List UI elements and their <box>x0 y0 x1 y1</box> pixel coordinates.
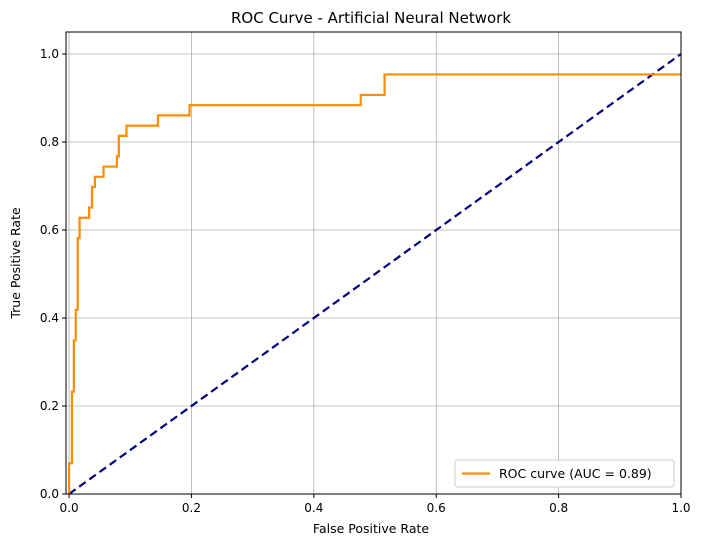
x-tick-label-3: 0.6 <box>427 501 446 515</box>
plot-area <box>66 32 681 494</box>
plot-frame <box>65 31 682 495</box>
legend: ROC curve (AUC = 0.89) <box>454 459 675 488</box>
y-tick-label-5: 1.0 <box>40 47 59 61</box>
roc-curve-line <box>67 73 681 494</box>
y-tick-label-2: 0.4 <box>40 311 59 325</box>
y-axis-ticks: 0.0 0.2 0.4 0.6 0.8 1.0 <box>40 47 66 501</box>
y-axis-label: True Positive Rate <box>8 207 23 320</box>
y-tick-label-4: 0.8 <box>40 135 59 149</box>
x-axis-ticks: 0.0 0.2 0.4 0.6 0.8 1.0 <box>60 494 691 515</box>
x-axis-label: False Positive Rate <box>313 521 429 536</box>
series-group <box>67 53 682 495</box>
x-tick-label-0: 0.0 <box>60 501 79 515</box>
chart-title: ROC Curve - Artificial Neural Network <box>231 9 511 27</box>
legend-label-roc: ROC curve (AUC = 0.89) <box>499 466 652 481</box>
diagonal-reference-line <box>68 53 682 495</box>
x-tick-label-1: 0.2 <box>182 501 201 515</box>
x-tick-label-2: 0.4 <box>304 501 323 515</box>
grid-lines <box>66 32 682 495</box>
x-tick-label-5: 1.0 <box>671 501 690 515</box>
x-tick-label-4: 0.8 <box>549 501 568 515</box>
y-tick-label-0: 0.0 <box>40 487 59 501</box>
legend-box <box>454 459 675 488</box>
y-tick-label-1: 0.2 <box>40 399 59 413</box>
y-tick-label-3: 0.6 <box>40 223 59 237</box>
